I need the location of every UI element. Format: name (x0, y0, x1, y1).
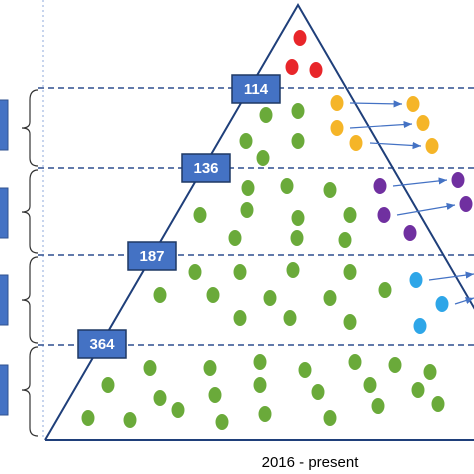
dot (256, 150, 270, 166)
dot (143, 360, 157, 376)
arrow (396, 202, 456, 216)
dot (193, 207, 207, 223)
dot (280, 178, 294, 194)
arrow (392, 177, 448, 187)
dots (81, 30, 474, 430)
dot (409, 272, 423, 288)
label-text: 136 (193, 160, 218, 177)
dot (283, 310, 297, 326)
side-boxes (0, 99, 9, 416)
dot (311, 384, 325, 400)
dot (435, 296, 449, 312)
dot (323, 290, 337, 306)
label-box (77, 329, 127, 359)
dot (293, 30, 307, 46)
dot (423, 364, 437, 380)
arrow (349, 100, 403, 108)
dot (233, 264, 247, 280)
dot (241, 180, 255, 196)
dot (208, 387, 222, 403)
dot (123, 412, 137, 428)
dot (413, 318, 427, 334)
dot (406, 96, 420, 112)
dot (233, 310, 247, 326)
dot (153, 390, 167, 406)
label-text: 364 (89, 336, 115, 353)
label-box (181, 153, 231, 183)
dot (203, 360, 217, 376)
pyramid (44, 3, 474, 441)
dot (188, 264, 202, 280)
dot (403, 225, 417, 241)
dot (259, 107, 273, 123)
dot (215, 414, 229, 430)
dot (348, 354, 362, 370)
dot (425, 138, 439, 154)
caption: 2016 - present (262, 454, 360, 471)
dot (291, 103, 305, 119)
dot (459, 196, 473, 212)
dot (431, 396, 445, 412)
dot (309, 62, 323, 78)
dot (206, 287, 220, 303)
dot (323, 410, 337, 426)
dot (378, 282, 392, 298)
dot (285, 59, 299, 75)
label-box (231, 74, 281, 104)
dot (416, 115, 430, 131)
arrow (349, 120, 413, 129)
dot (153, 287, 167, 303)
dot (258, 406, 272, 422)
label-text: 187 (139, 248, 164, 265)
dot (298, 362, 312, 378)
label-box (127, 241, 177, 271)
dot (290, 230, 304, 246)
dot (81, 410, 95, 426)
label-text: 114 (244, 81, 269, 98)
dot (349, 135, 363, 151)
dot (253, 377, 267, 393)
dot (388, 357, 402, 373)
dot (253, 354, 267, 370)
dot (330, 120, 344, 136)
dot (373, 178, 387, 194)
dot (343, 314, 357, 330)
dot (323, 182, 337, 198)
dot (263, 290, 277, 306)
dot (101, 377, 115, 393)
dot (377, 207, 391, 223)
dot (338, 232, 352, 248)
dot (330, 95, 344, 111)
dot (343, 207, 357, 223)
dot (171, 402, 185, 418)
arrow (428, 271, 474, 281)
dot (239, 133, 253, 149)
arrow (369, 141, 422, 150)
dot (451, 172, 465, 188)
dot (291, 210, 305, 226)
arrow (454, 297, 474, 305)
dot (240, 202, 254, 218)
dot (343, 264, 357, 280)
dot (411, 382, 425, 398)
braces (21, 89, 39, 437)
tier-lines (38, 87, 474, 346)
tier-labels: 114 136 187 364 (77, 74, 281, 359)
dot (291, 133, 305, 149)
dot (286, 262, 300, 278)
dot (363, 377, 377, 393)
dot (228, 230, 242, 246)
dot (371, 398, 385, 414)
